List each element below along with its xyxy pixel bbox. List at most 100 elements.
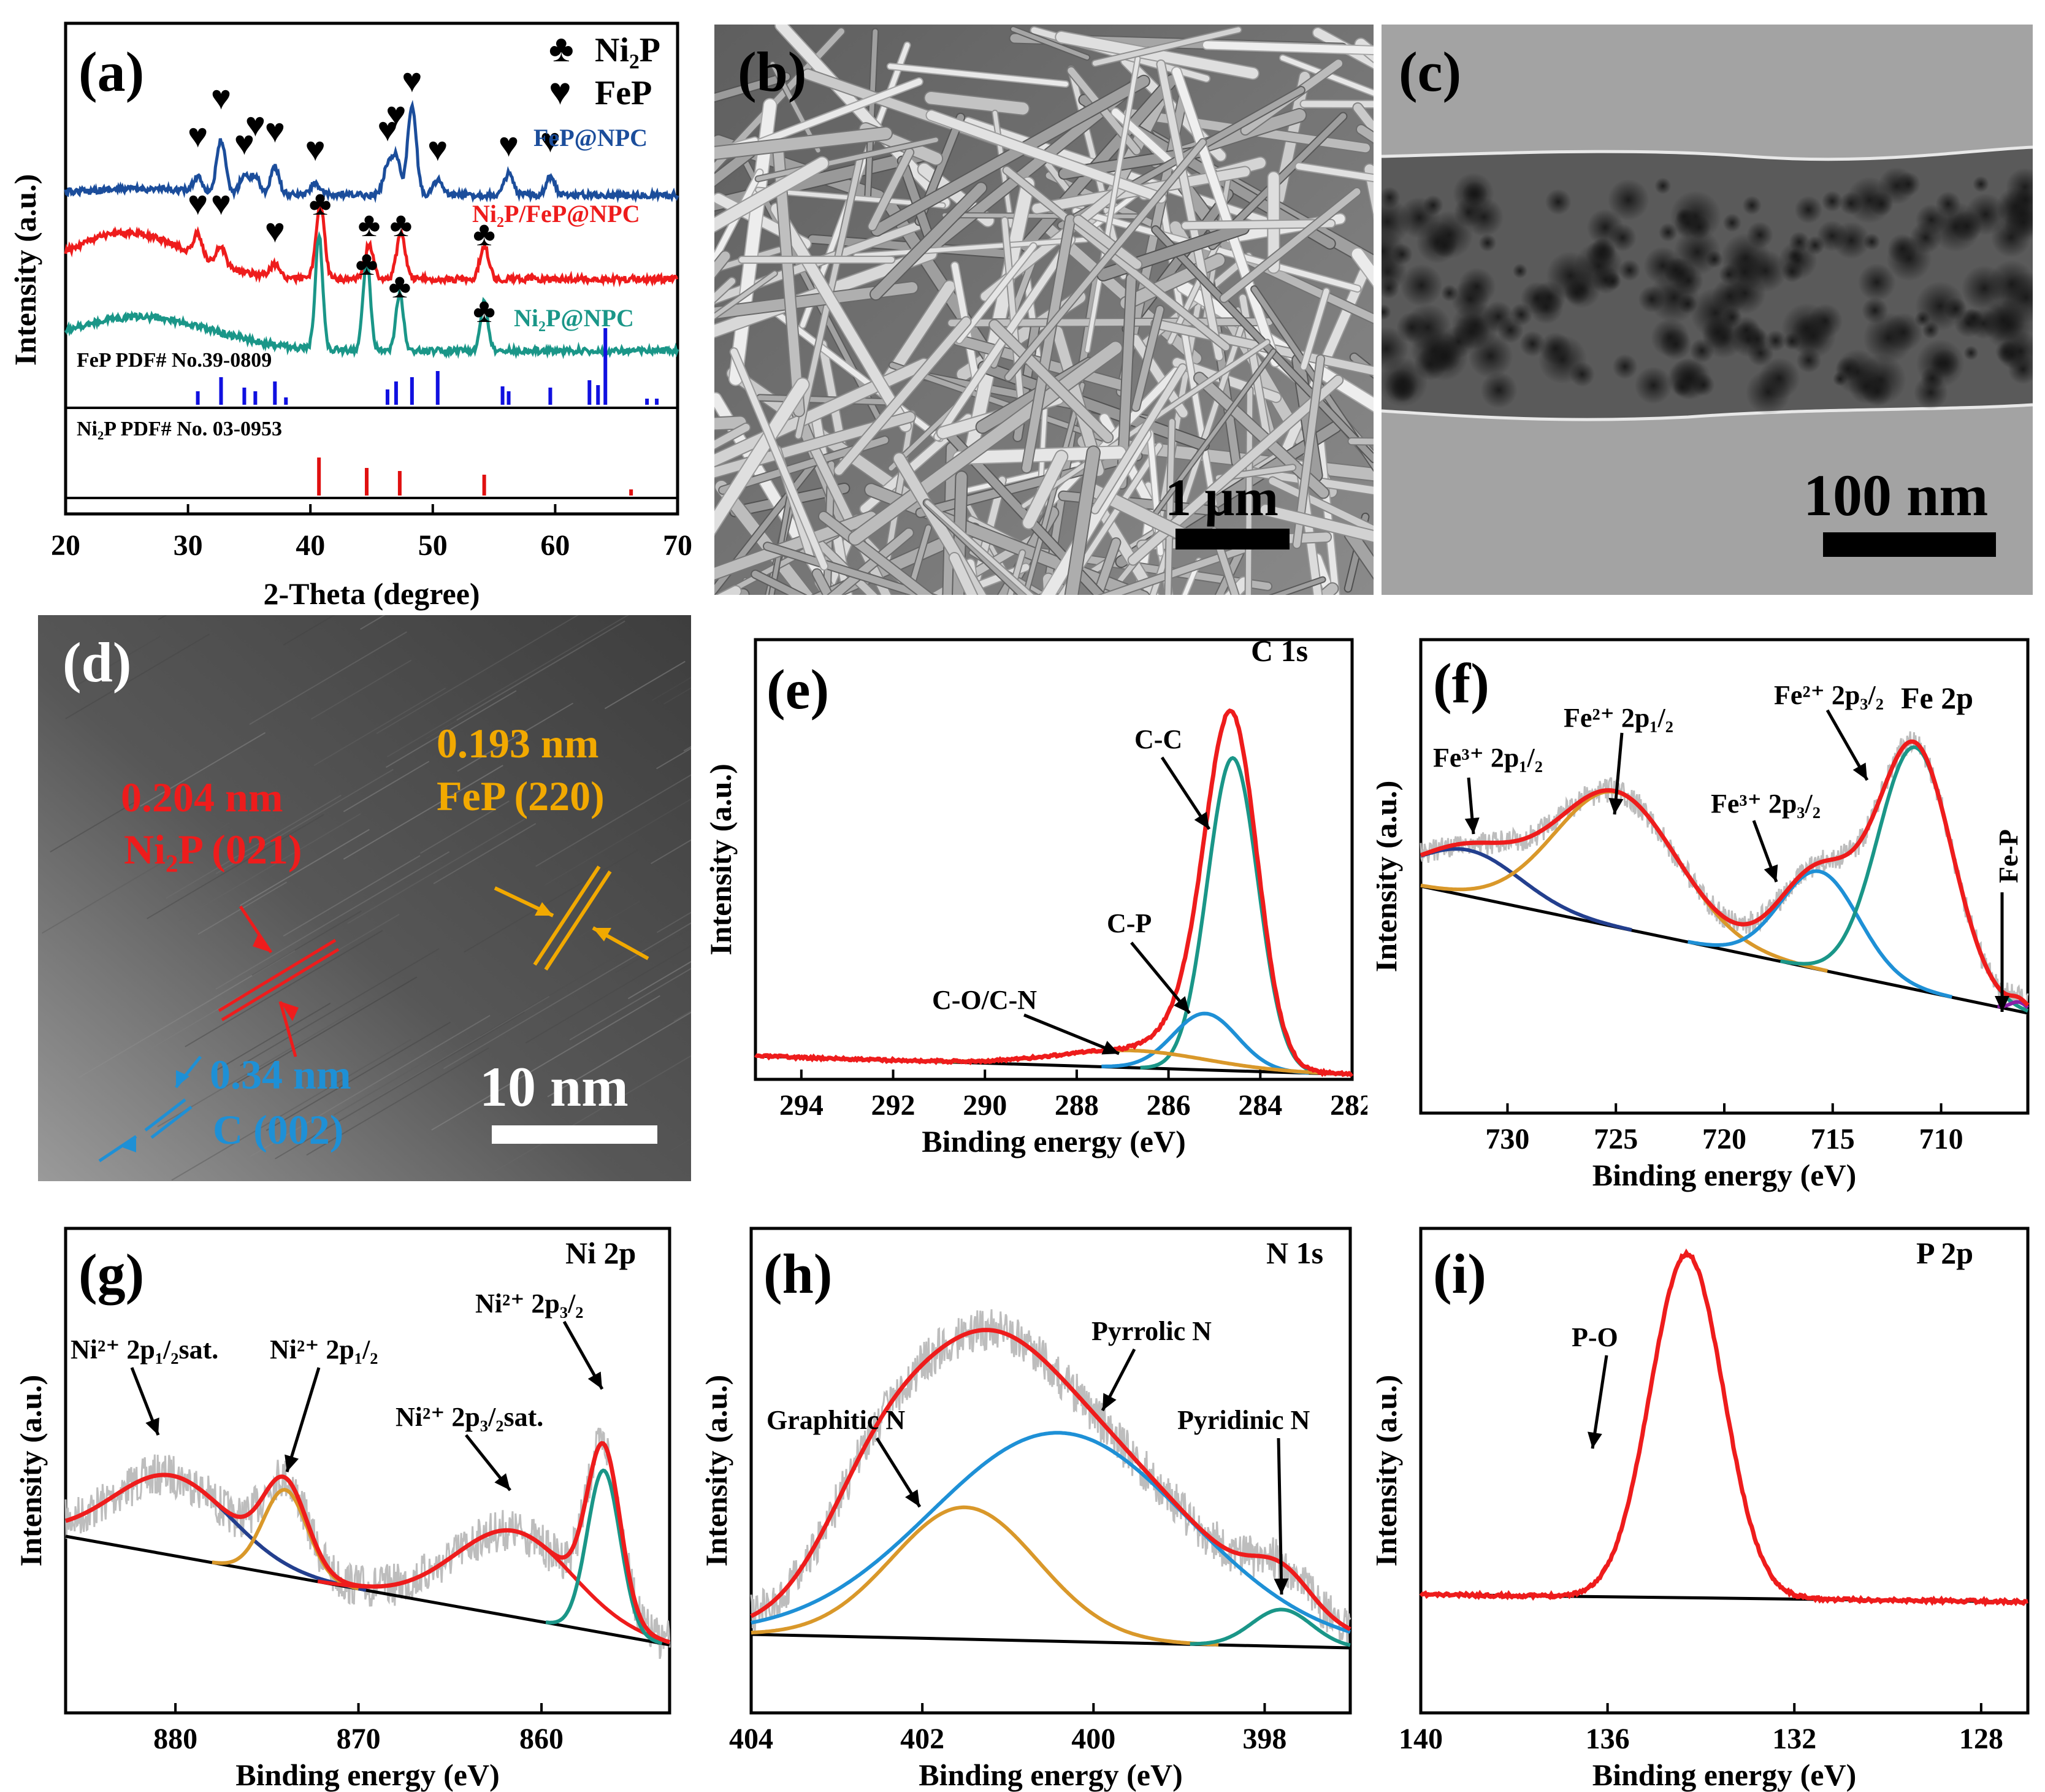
xps-core-level-title: P 2p xyxy=(1916,1236,1973,1270)
sem-rod xyxy=(763,543,935,595)
sem-rod xyxy=(1182,220,1335,229)
xps-envelope xyxy=(1420,739,2030,1007)
xps-ylabel: Intensity (a.u.) xyxy=(699,1375,733,1567)
xrd-fep-peak-marker: ♥ xyxy=(402,62,422,100)
hrtem-fringe xyxy=(185,930,383,1047)
panel-a-label: (a) xyxy=(78,40,144,103)
sem-rod xyxy=(776,25,950,208)
tem-particle xyxy=(1382,186,1401,209)
sem-rod xyxy=(1260,505,1374,542)
sem-rod xyxy=(835,317,971,475)
tem-particle xyxy=(1478,234,1497,252)
tem-particle xyxy=(1805,235,1825,255)
hrtem-fringe xyxy=(75,635,161,687)
xrd-ylabel: Intensity (a.u.) xyxy=(8,174,42,366)
xps-xtick-label: 292 xyxy=(871,1089,915,1122)
xrd-peak-markers: ♥♥♥♥♥ ♥♥♥♥♥ ♥ ♥♥ ♥♥♣♣ ♣ ♣♣♣♣ xyxy=(188,62,560,330)
sem-rod xyxy=(925,500,1034,595)
panel-c-label: (c) xyxy=(1399,40,1461,103)
fe2p-chart: 730 725 720 715 710 Binding energy (eV) Intens… xyxy=(1377,638,2030,1192)
hrtem-fringe xyxy=(627,960,691,1000)
sem-rod xyxy=(1023,451,1068,529)
hrtem-fringe xyxy=(171,1039,411,1181)
sem-rod xyxy=(714,511,877,580)
sem-rod xyxy=(925,91,1029,115)
sem-rod xyxy=(1093,538,1120,595)
xps-frame xyxy=(749,1227,1352,1715)
xps-panel-label: (g) xyxy=(78,1243,144,1305)
xps-xtick-label: 132 xyxy=(1772,1723,1816,1755)
xps-xtick-label: 136 xyxy=(1586,1723,1630,1755)
hrtem-fringe xyxy=(250,1014,491,1157)
sem-rod xyxy=(1182,559,1201,595)
xrd-reference-lines xyxy=(196,328,659,496)
xrd-xlabel: 2-Theta (degree) xyxy=(263,576,480,611)
sem-rod xyxy=(898,156,934,243)
xps-ylabel: Intensity (a.u.) xyxy=(1377,781,1403,973)
sem-rod xyxy=(714,157,828,232)
xrd-x-ticks: 20 30 40 50 60 70 xyxy=(51,504,692,562)
xrd-ni2p-peak-marker: ♣ xyxy=(309,185,332,223)
hrtem-fringe xyxy=(569,968,691,1041)
hrtem-fringe xyxy=(385,690,517,768)
tem-particle xyxy=(1832,371,1848,386)
tem-particle xyxy=(1519,331,1546,357)
sem-rod xyxy=(714,148,755,186)
hrtem-fringe xyxy=(360,615,386,630)
sem-rod xyxy=(808,440,891,595)
sem-rod xyxy=(714,416,746,430)
tem-particle xyxy=(1747,339,1774,367)
sem-rod xyxy=(1210,527,1239,595)
xps-xtick-label: 140 xyxy=(1399,1723,1443,1755)
xrd-fep-peak-marker: ♥ xyxy=(377,111,397,149)
hrtem-fringe xyxy=(347,818,526,924)
sem-rod xyxy=(1348,438,1374,445)
xrd-legend-fep-text: FeP xyxy=(595,74,652,112)
sem-rod xyxy=(1165,419,1175,595)
xrd-fep-peak-marker: ♥ xyxy=(386,96,406,134)
xps-xtick-label: 294 xyxy=(779,1089,824,1122)
sem-rod xyxy=(714,73,790,102)
xps-core-level-title: Ni 2p xyxy=(565,1236,636,1270)
sem-rod xyxy=(1220,188,1361,302)
xps-peak-annotation: Fe-P xyxy=(1993,829,2024,883)
xrd-xtick-label: 20 xyxy=(51,529,80,562)
ni2p-chart: 880 870 860 Binding energy (eV) Intensity (a… xyxy=(13,1227,671,1792)
hrtem-fringe xyxy=(656,911,691,933)
hrtem-fringe xyxy=(275,1011,525,1160)
xps-xlabel: Binding energy (eV) xyxy=(919,1758,1183,1792)
sem-rod xyxy=(1313,28,1374,69)
xps-panel-label: (i) xyxy=(1433,1243,1486,1305)
hrtem-ni2p-spacing: 0.204 nm xyxy=(121,774,283,821)
hrtem-fringe xyxy=(604,661,686,710)
xps-panel-label: (e) xyxy=(766,658,829,721)
tem-particle xyxy=(1404,304,1451,351)
sem-rod xyxy=(953,472,967,595)
xrd-ni2p-peak-marker: ♣ xyxy=(358,206,381,244)
xrd-legend-ni2p-symbol: ♣ xyxy=(549,28,574,70)
hrtem-fringe xyxy=(211,1002,331,1074)
sem-rod xyxy=(1301,288,1329,370)
sem-rod xyxy=(714,271,777,319)
xps-arrow-head xyxy=(1274,1578,1289,1595)
panel-b-sem-image: 1 μm (b) xyxy=(714,25,1374,595)
sem-rod xyxy=(927,110,1166,203)
xps-core-level-title: C 1s xyxy=(1251,634,1308,668)
xrd-label-ni2p-npc: Ni₂P@NPC xyxy=(514,304,634,332)
hrtem-fringe xyxy=(139,732,266,807)
sem-rod xyxy=(865,29,878,199)
xps-xtick-label: 290 xyxy=(963,1089,1007,1122)
sem-rod xyxy=(1269,477,1374,534)
sem-rod xyxy=(1085,56,1140,353)
hrtem-fringe xyxy=(249,631,407,726)
xps-envelope xyxy=(1419,1248,2028,1607)
xps-xtick-label: 402 xyxy=(900,1723,944,1755)
tem-particle xyxy=(1458,267,1496,306)
tem-scale-label: 100 nm xyxy=(1803,462,1988,528)
xps-xtick-label: 282 xyxy=(1330,1089,1367,1122)
xrd-xtick-label: 70 xyxy=(663,529,692,562)
hrtem-fringe xyxy=(663,687,691,705)
sem-scale-bar xyxy=(1175,529,1290,549)
tem-particle xyxy=(1510,303,1533,326)
hrtem-fringe xyxy=(50,798,140,852)
